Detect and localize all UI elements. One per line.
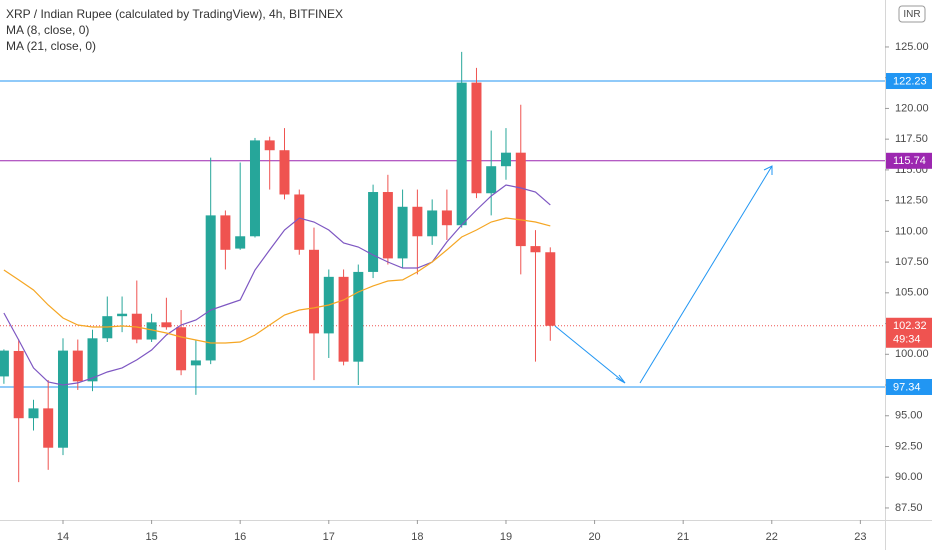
y-tick-label: 90.00 [895, 471, 923, 483]
candle-body [530, 246, 541, 253]
candle-body [471, 82, 482, 194]
x-tick-label: 16 [234, 531, 246, 543]
y-tick-label: 92.50 [895, 440, 923, 452]
level-price-box [886, 73, 932, 90]
candle-body [456, 82, 467, 226]
candle-body [146, 322, 157, 340]
candle-body [13, 350, 24, 419]
candle-body [441, 210, 452, 226]
y-tick-label: 100.00 [895, 348, 929, 360]
level-price-label: 97.34 [893, 381, 921, 393]
plot-area [0, 51, 885, 483]
x-tick-label: 14 [57, 531, 69, 543]
y-tick-label: 110.00 [895, 225, 928, 237]
candle-body [176, 327, 187, 371]
x-tick-label: 19 [500, 531, 512, 543]
candle-body [500, 152, 511, 167]
candle-body [486, 166, 497, 194]
candle-body [0, 350, 9, 377]
legend-entry: MA (8, close, 0) [6, 23, 89, 37]
candle-body [117, 313, 128, 317]
y-tick-label: 87.50 [895, 502, 923, 514]
candle-body [205, 215, 216, 361]
last-price-box [886, 317, 932, 348]
candle-body [515, 152, 526, 247]
y-tick-label: 117.50 [895, 133, 928, 145]
arrow-down [554, 325, 626, 384]
candle-body [161, 322, 172, 328]
y-tick-label: 95.00 [895, 410, 923, 422]
candle-body [28, 408, 39, 419]
candle-body [235, 236, 246, 249]
x-tick-label: 17 [323, 531, 335, 543]
currency-label[interactable]: INR [903, 9, 920, 20]
y-tick-label: 105.00 [895, 287, 929, 299]
level-price-box [886, 152, 932, 169]
candle-body [294, 194, 305, 250]
arrow-up [639, 165, 773, 384]
candle-body [397, 206, 408, 259]
x-tick-label: 21 [677, 531, 689, 543]
candle-body [368, 192, 379, 272]
y-tick-label: 112.50 [895, 195, 928, 207]
level-price-label: 115.74 [893, 155, 926, 167]
x-tick-label: 18 [411, 531, 423, 543]
x-tick-label: 23 [854, 531, 866, 543]
x-tick-label: 20 [588, 531, 600, 543]
candle-body [264, 140, 275, 151]
candle-body [412, 206, 423, 237]
candle-body [308, 249, 319, 334]
x-tick-label: 22 [766, 531, 778, 543]
candle-body [57, 350, 68, 448]
level-price-label: 122.23 [893, 75, 927, 87]
candle-body [427, 210, 438, 237]
candle-body [220, 215, 231, 250]
chart-title: XRP / Indian Rupee (calculated by Tradin… [6, 7, 343, 21]
currency-badge[interactable] [898, 5, 926, 23]
countdown-label: 49:34 [893, 334, 921, 346]
candle-body [87, 338, 98, 382]
legend-entry: MA (21, close, 0) [6, 39, 96, 53]
candle-body [190, 360, 201, 366]
candle-body [545, 252, 556, 326]
arrow-head [763, 165, 773, 175]
candle-body [72, 350, 83, 382]
y-tick-label: 125.00 [895, 41, 929, 53]
y-tick-label: 120.00 [895, 102, 929, 114]
candle-body [353, 271, 364, 362]
level-price-box [886, 378, 932, 395]
candle-body [43, 408, 54, 448]
candle-body [249, 140, 260, 237]
y-tick-label: 107.50 [895, 256, 929, 268]
ma-line [3, 184, 551, 386]
last-price-label: 102.32 [893, 320, 927, 332]
candle-body [279, 150, 290, 195]
ma-line [3, 217, 551, 344]
arrow-head [615, 374, 626, 384]
x-tick-label: 15 [145, 531, 157, 543]
candle-body [338, 276, 349, 362]
candle-body [382, 192, 393, 259]
